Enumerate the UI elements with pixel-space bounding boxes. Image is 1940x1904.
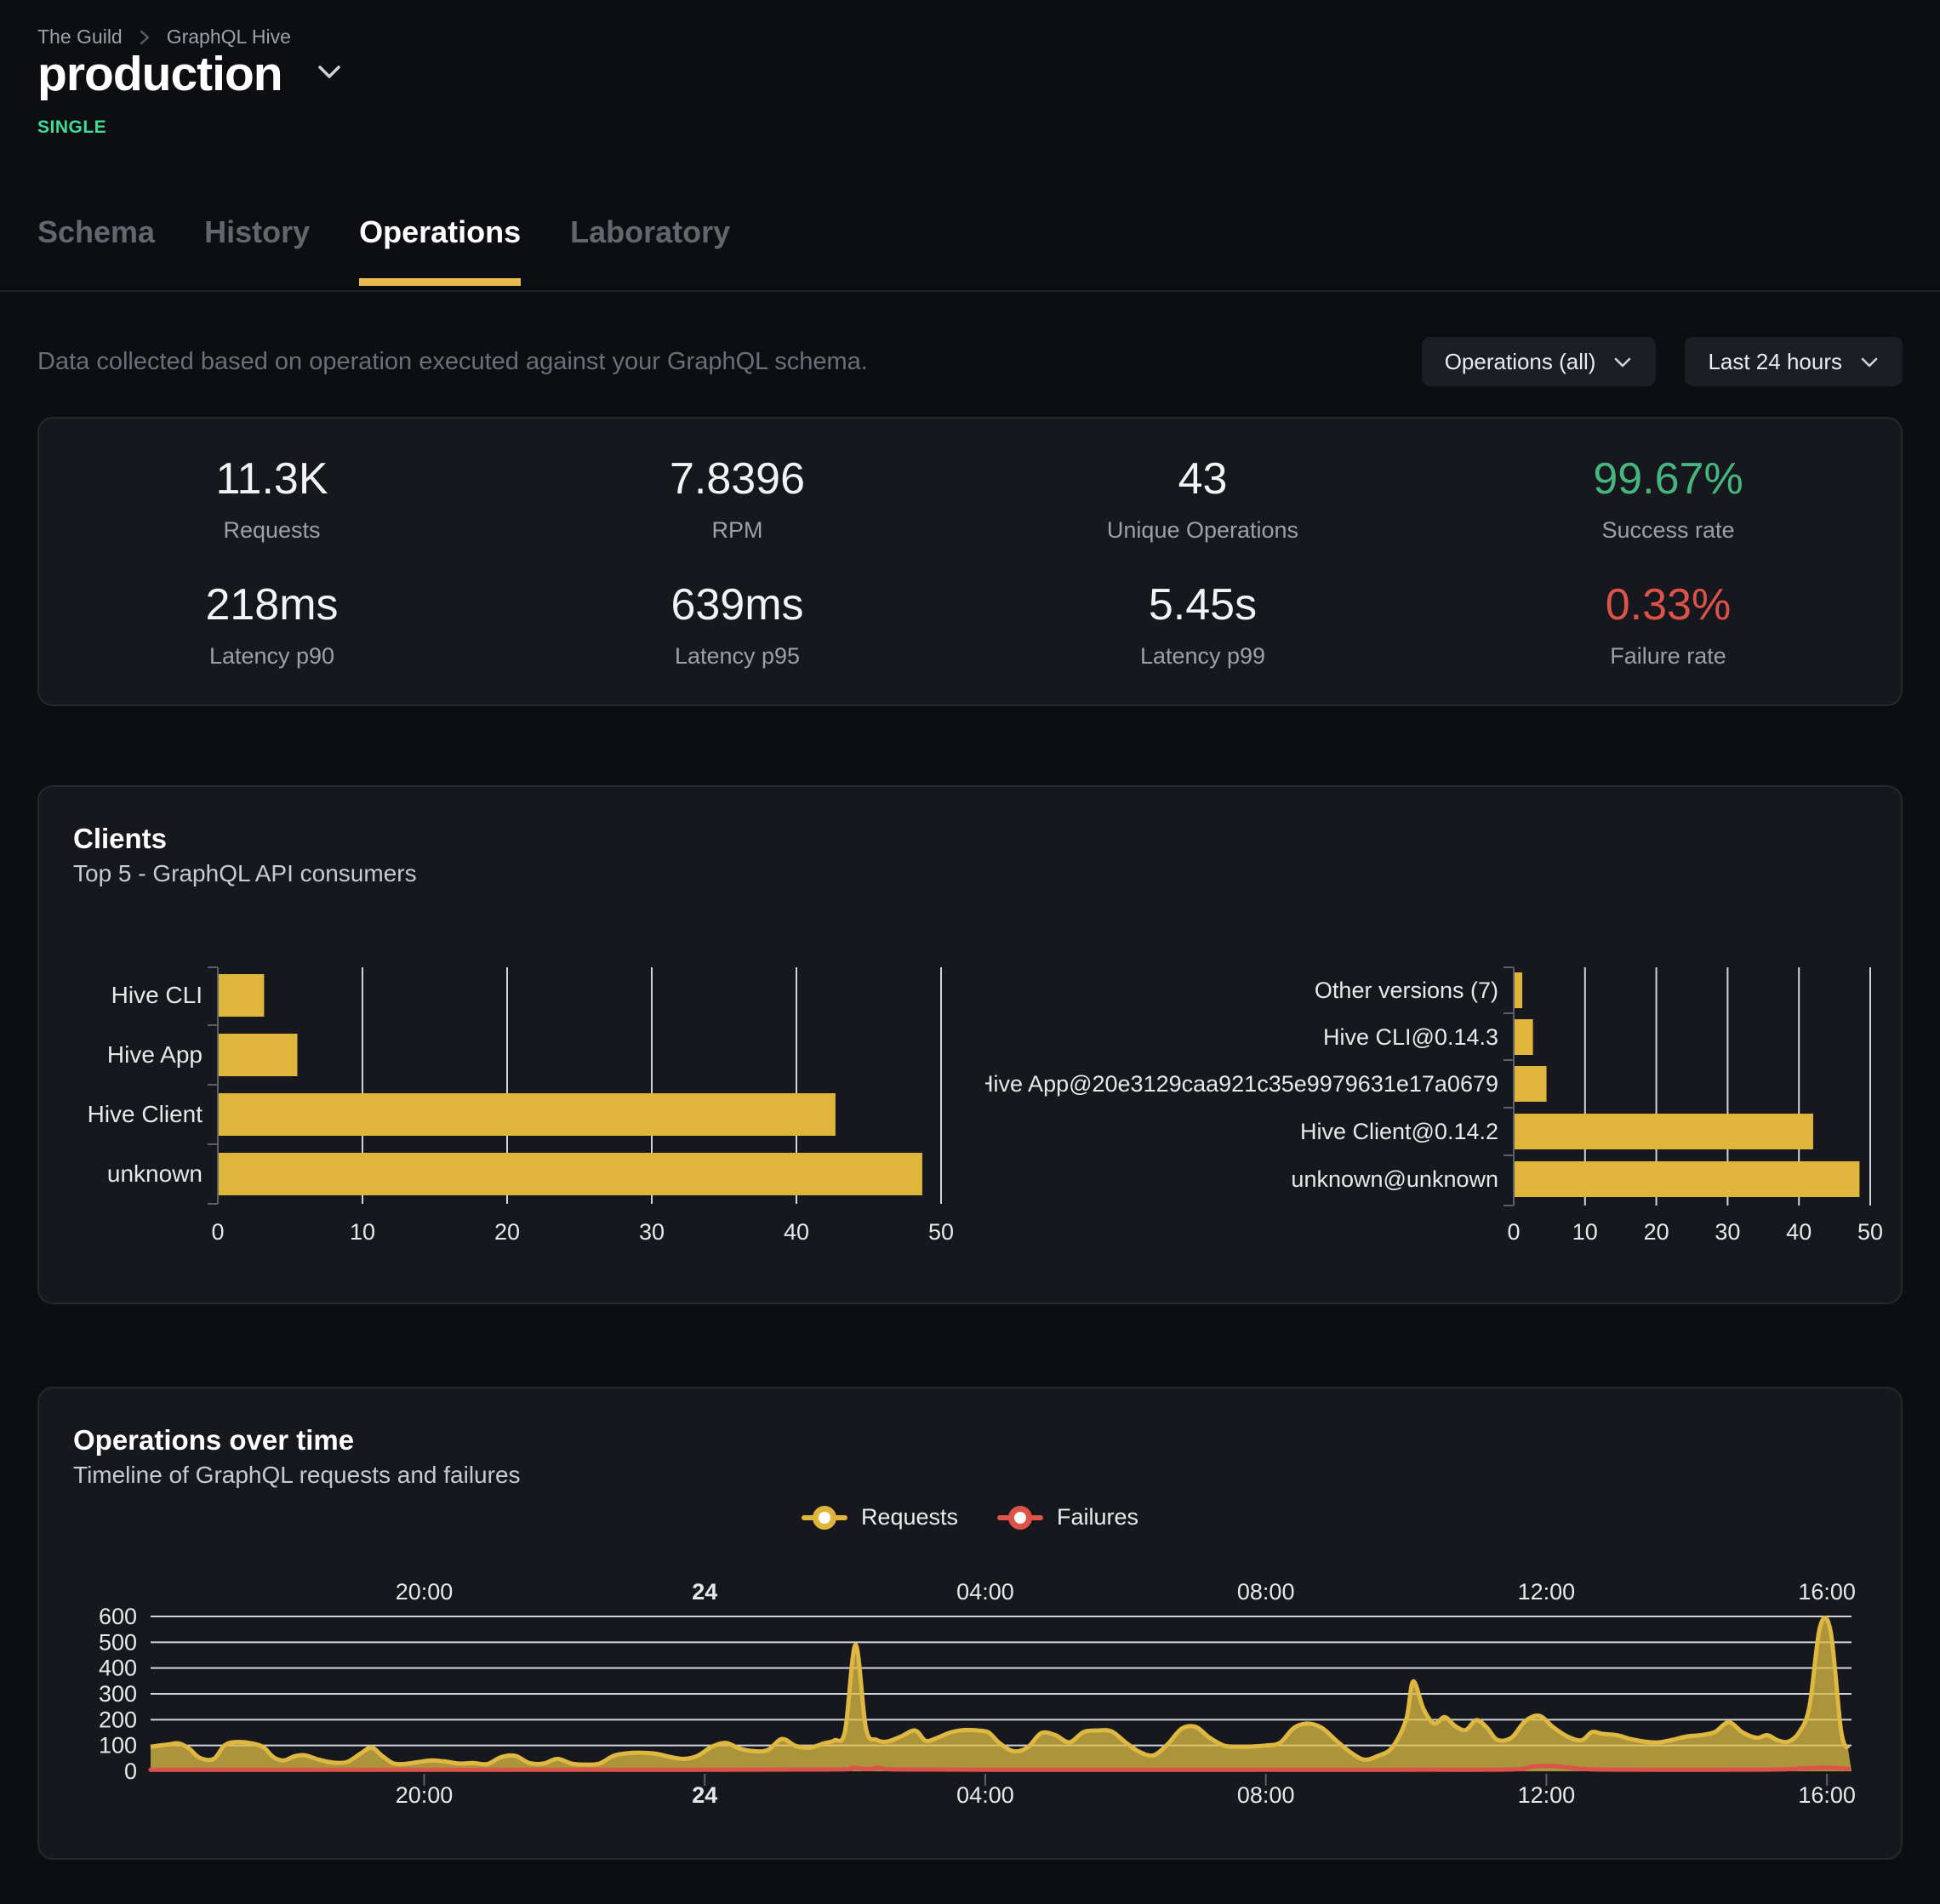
stat-unique-operations: 43 Unique Operations bbox=[1106, 454, 1299, 543]
failures-series-icon bbox=[997, 1505, 1044, 1530]
svg-text:10: 10 bbox=[350, 1219, 375, 1245]
chevron-down-icon[interactable] bbox=[313, 62, 345, 87]
svg-text:0: 0 bbox=[124, 1759, 137, 1784]
target-type-badge: SINGLE bbox=[37, 117, 107, 137]
operations-description: Data collected based on operation execut… bbox=[37, 347, 868, 375]
svg-text:20: 20 bbox=[494, 1219, 520, 1245]
stat-failure-rate: 0.33% Failure rate bbox=[1605, 580, 1732, 669]
svg-text:08:00: 08:00 bbox=[1237, 1782, 1295, 1808]
stat-latency-p99: 5.45s Latency p99 bbox=[1139, 580, 1266, 669]
svg-text:Other versions (7): Other versions (7) bbox=[1315, 978, 1498, 1003]
clients-card: Clients Top 5 - GraphQL API consumers Hi… bbox=[37, 785, 1903, 1304]
clients-card-title: Clients bbox=[73, 823, 168, 854]
tab-laboratory[interactable]: Laboratory bbox=[570, 214, 731, 249]
svg-text:Hive App@20e3129caa921c35e9979: Hive App@20e3129caa921c35e9979631e17a067… bbox=[985, 1071, 1498, 1097]
operations-over-time-card: Operations over time Timeline of GraphQL… bbox=[37, 1387, 1903, 1860]
controls-row: Data collected based on operation execut… bbox=[37, 337, 1903, 386]
svg-text:Hive Client: Hive Client bbox=[88, 1101, 203, 1127]
requests-series-icon bbox=[801, 1505, 847, 1530]
chevron-right-icon bbox=[138, 28, 151, 47]
svg-text:30: 30 bbox=[639, 1219, 665, 1245]
svg-text:0: 0 bbox=[211, 1219, 224, 1245]
target-tabs: Schema History Operations Laboratory bbox=[37, 214, 730, 286]
svg-text:600: 600 bbox=[99, 1604, 137, 1629]
stat-rpm: 7.8396 RPM bbox=[669, 454, 806, 543]
clients-card-subtitle: Top 5 - GraphQL API consumers bbox=[73, 860, 417, 886]
stats-summary-card: 11.3K Requests 7.8396 RPM 43 Unique Oper… bbox=[37, 417, 1903, 706]
svg-text:24: 24 bbox=[692, 1579, 717, 1605]
svg-text:100: 100 bbox=[99, 1733, 137, 1759]
svg-text:50: 50 bbox=[1857, 1219, 1883, 1245]
svg-text:500: 500 bbox=[99, 1629, 137, 1655]
timeline-legend: Requests Failures bbox=[39, 1504, 1901, 1531]
svg-text:16:00: 16:00 bbox=[1798, 1579, 1856, 1605]
svg-text:Hive App: Hive App bbox=[107, 1041, 203, 1068]
svg-text:12:00: 12:00 bbox=[1518, 1579, 1576, 1605]
svg-text:04:00: 04:00 bbox=[956, 1579, 1014, 1605]
svg-text:400: 400 bbox=[99, 1656, 137, 1681]
svg-text:20:00: 20:00 bbox=[396, 1579, 454, 1605]
legend-item-failures[interactable]: Failures bbox=[997, 1504, 1138, 1531]
target-selector[interactable]: production bbox=[37, 48, 345, 101]
svg-text:10: 10 bbox=[1572, 1219, 1598, 1245]
svg-text:16:00: 16:00 bbox=[1798, 1782, 1856, 1808]
svg-text:0: 0 bbox=[1507, 1219, 1520, 1245]
svg-text:04:00: 04:00 bbox=[956, 1782, 1014, 1808]
svg-text:Hive CLI: Hive CLI bbox=[111, 982, 203, 1008]
tab-operations[interactable]: Operations bbox=[359, 214, 522, 286]
timeline-card-title: Operations over time bbox=[73, 1424, 355, 1456]
timeline-card-subtitle: Timeline of GraphQL requests and failure… bbox=[73, 1462, 521, 1488]
operations-filter-dropdown[interactable]: Operations (all) bbox=[1421, 337, 1657, 386]
tab-schema[interactable]: Schema bbox=[37, 214, 156, 249]
svg-text:200: 200 bbox=[99, 1707, 137, 1732]
svg-text:30: 30 bbox=[1715, 1219, 1740, 1245]
svg-text:unknown: unknown bbox=[107, 1160, 203, 1187]
stat-requests: 11.3K Requests bbox=[215, 454, 328, 543]
svg-text:24: 24 bbox=[692, 1782, 717, 1808]
stat-success-rate: 99.67% Success rate bbox=[1593, 454, 1743, 543]
svg-text:20: 20 bbox=[1644, 1219, 1669, 1245]
svg-text:40: 40 bbox=[784, 1219, 809, 1245]
svg-text:50: 50 bbox=[928, 1219, 954, 1245]
chevron-down-icon bbox=[1859, 349, 1880, 375]
svg-text:20:00: 20:00 bbox=[396, 1782, 454, 1808]
chevron-down-icon bbox=[1612, 349, 1633, 375]
legend-item-requests[interactable]: Requests bbox=[801, 1504, 958, 1531]
stat-latency-p90: 218ms Latency p90 bbox=[205, 580, 339, 669]
breadcrumb-item-project[interactable]: GraphQL Hive bbox=[166, 26, 291, 48]
svg-text:40: 40 bbox=[1786, 1219, 1812, 1245]
svg-text:12:00: 12:00 bbox=[1518, 1782, 1576, 1808]
client-versions-bar-chart[interactable]: Other versions (7) Hive CLI@0.14.3 Hive Ap… bbox=[985, 957, 1891, 1280]
clients-bar-chart[interactable]: Hive CLI Hive App Hive Client unknown 0 10 20 3… bbox=[56, 957, 975, 1280]
svg-text:08:00: 08:00 bbox=[1237, 1579, 1295, 1605]
time-range-dropdown[interactable]: Last 24 hours bbox=[1685, 337, 1903, 386]
svg-text:Hive CLI@0.14.3: Hive CLI@0.14.3 bbox=[1323, 1024, 1498, 1050]
svg-text:Hive Client@0.14.2: Hive Client@0.14.2 bbox=[1300, 1119, 1498, 1144]
breadcrumb: The Guild GraphQL Hive bbox=[37, 26, 291, 48]
svg-text:300: 300 bbox=[99, 1681, 137, 1707]
breadcrumb-item-org[interactable]: The Guild bbox=[37, 26, 123, 48]
stat-latency-p95: 639ms Latency p95 bbox=[670, 580, 804, 669]
tabs-divider bbox=[0, 290, 1940, 292]
svg-text:unknown@unknown: unknown@unknown bbox=[1291, 1166, 1498, 1192]
tab-history[interactable]: History bbox=[204, 214, 311, 249]
page-title: production bbox=[37, 47, 283, 101]
